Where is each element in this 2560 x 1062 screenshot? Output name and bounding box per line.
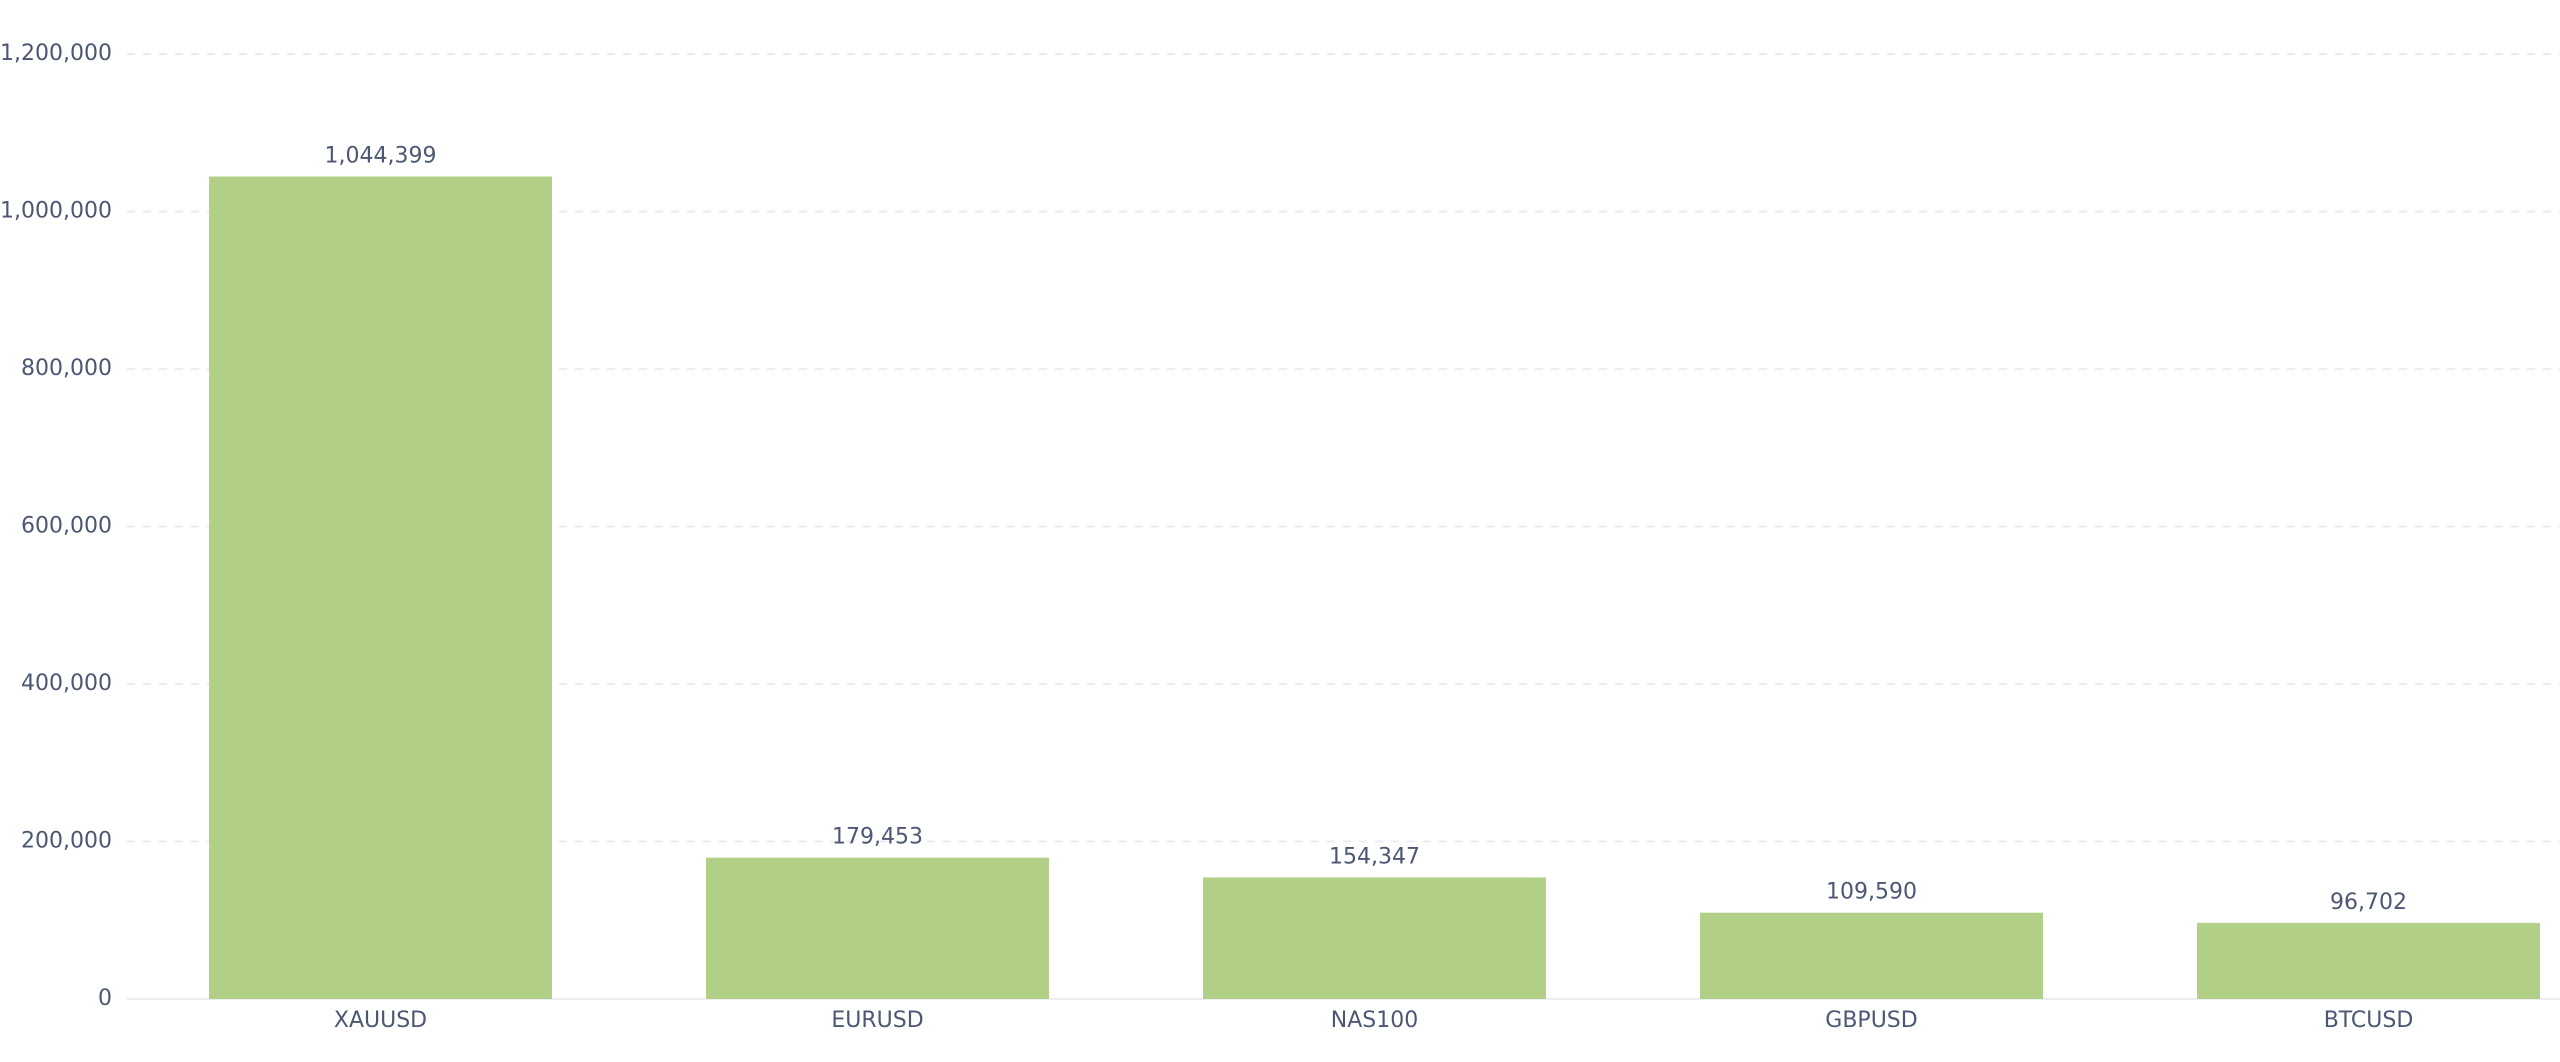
x-tick-label: NAS100 (1331, 1008, 1418, 1033)
x-tick-label: GBPUSD (1825, 1008, 1917, 1033)
data-label: 1,044,399 (325, 144, 437, 169)
y-tick-label: 1,000,000 (0, 199, 112, 224)
bar (1700, 912, 2043, 999)
y-tick-label: 600,000 (21, 514, 112, 539)
bar (2197, 922, 2540, 999)
bar (706, 857, 1049, 999)
y-tick-label: 1,200,000 (0, 41, 112, 66)
data-label: 154,347 (1329, 844, 1420, 869)
bar (209, 176, 552, 1000)
x-tick-label: BTCUSD (2324, 1008, 2414, 1033)
data-label: 179,453 (832, 825, 923, 850)
data-label: 109,590 (1826, 880, 1917, 905)
y-tick-label: 800,000 (21, 356, 112, 381)
y-tick-label: 200,000 (21, 829, 112, 854)
x-tick-label: XAUUSD (334, 1008, 427, 1033)
bar (1203, 877, 1546, 999)
x-tick-label: EURUSD (831, 1008, 923, 1033)
y-tick-label: 400,000 (21, 671, 112, 696)
data-label: 96,702 (2330, 890, 2407, 915)
y-tick-label: 0 (98, 986, 112, 1011)
